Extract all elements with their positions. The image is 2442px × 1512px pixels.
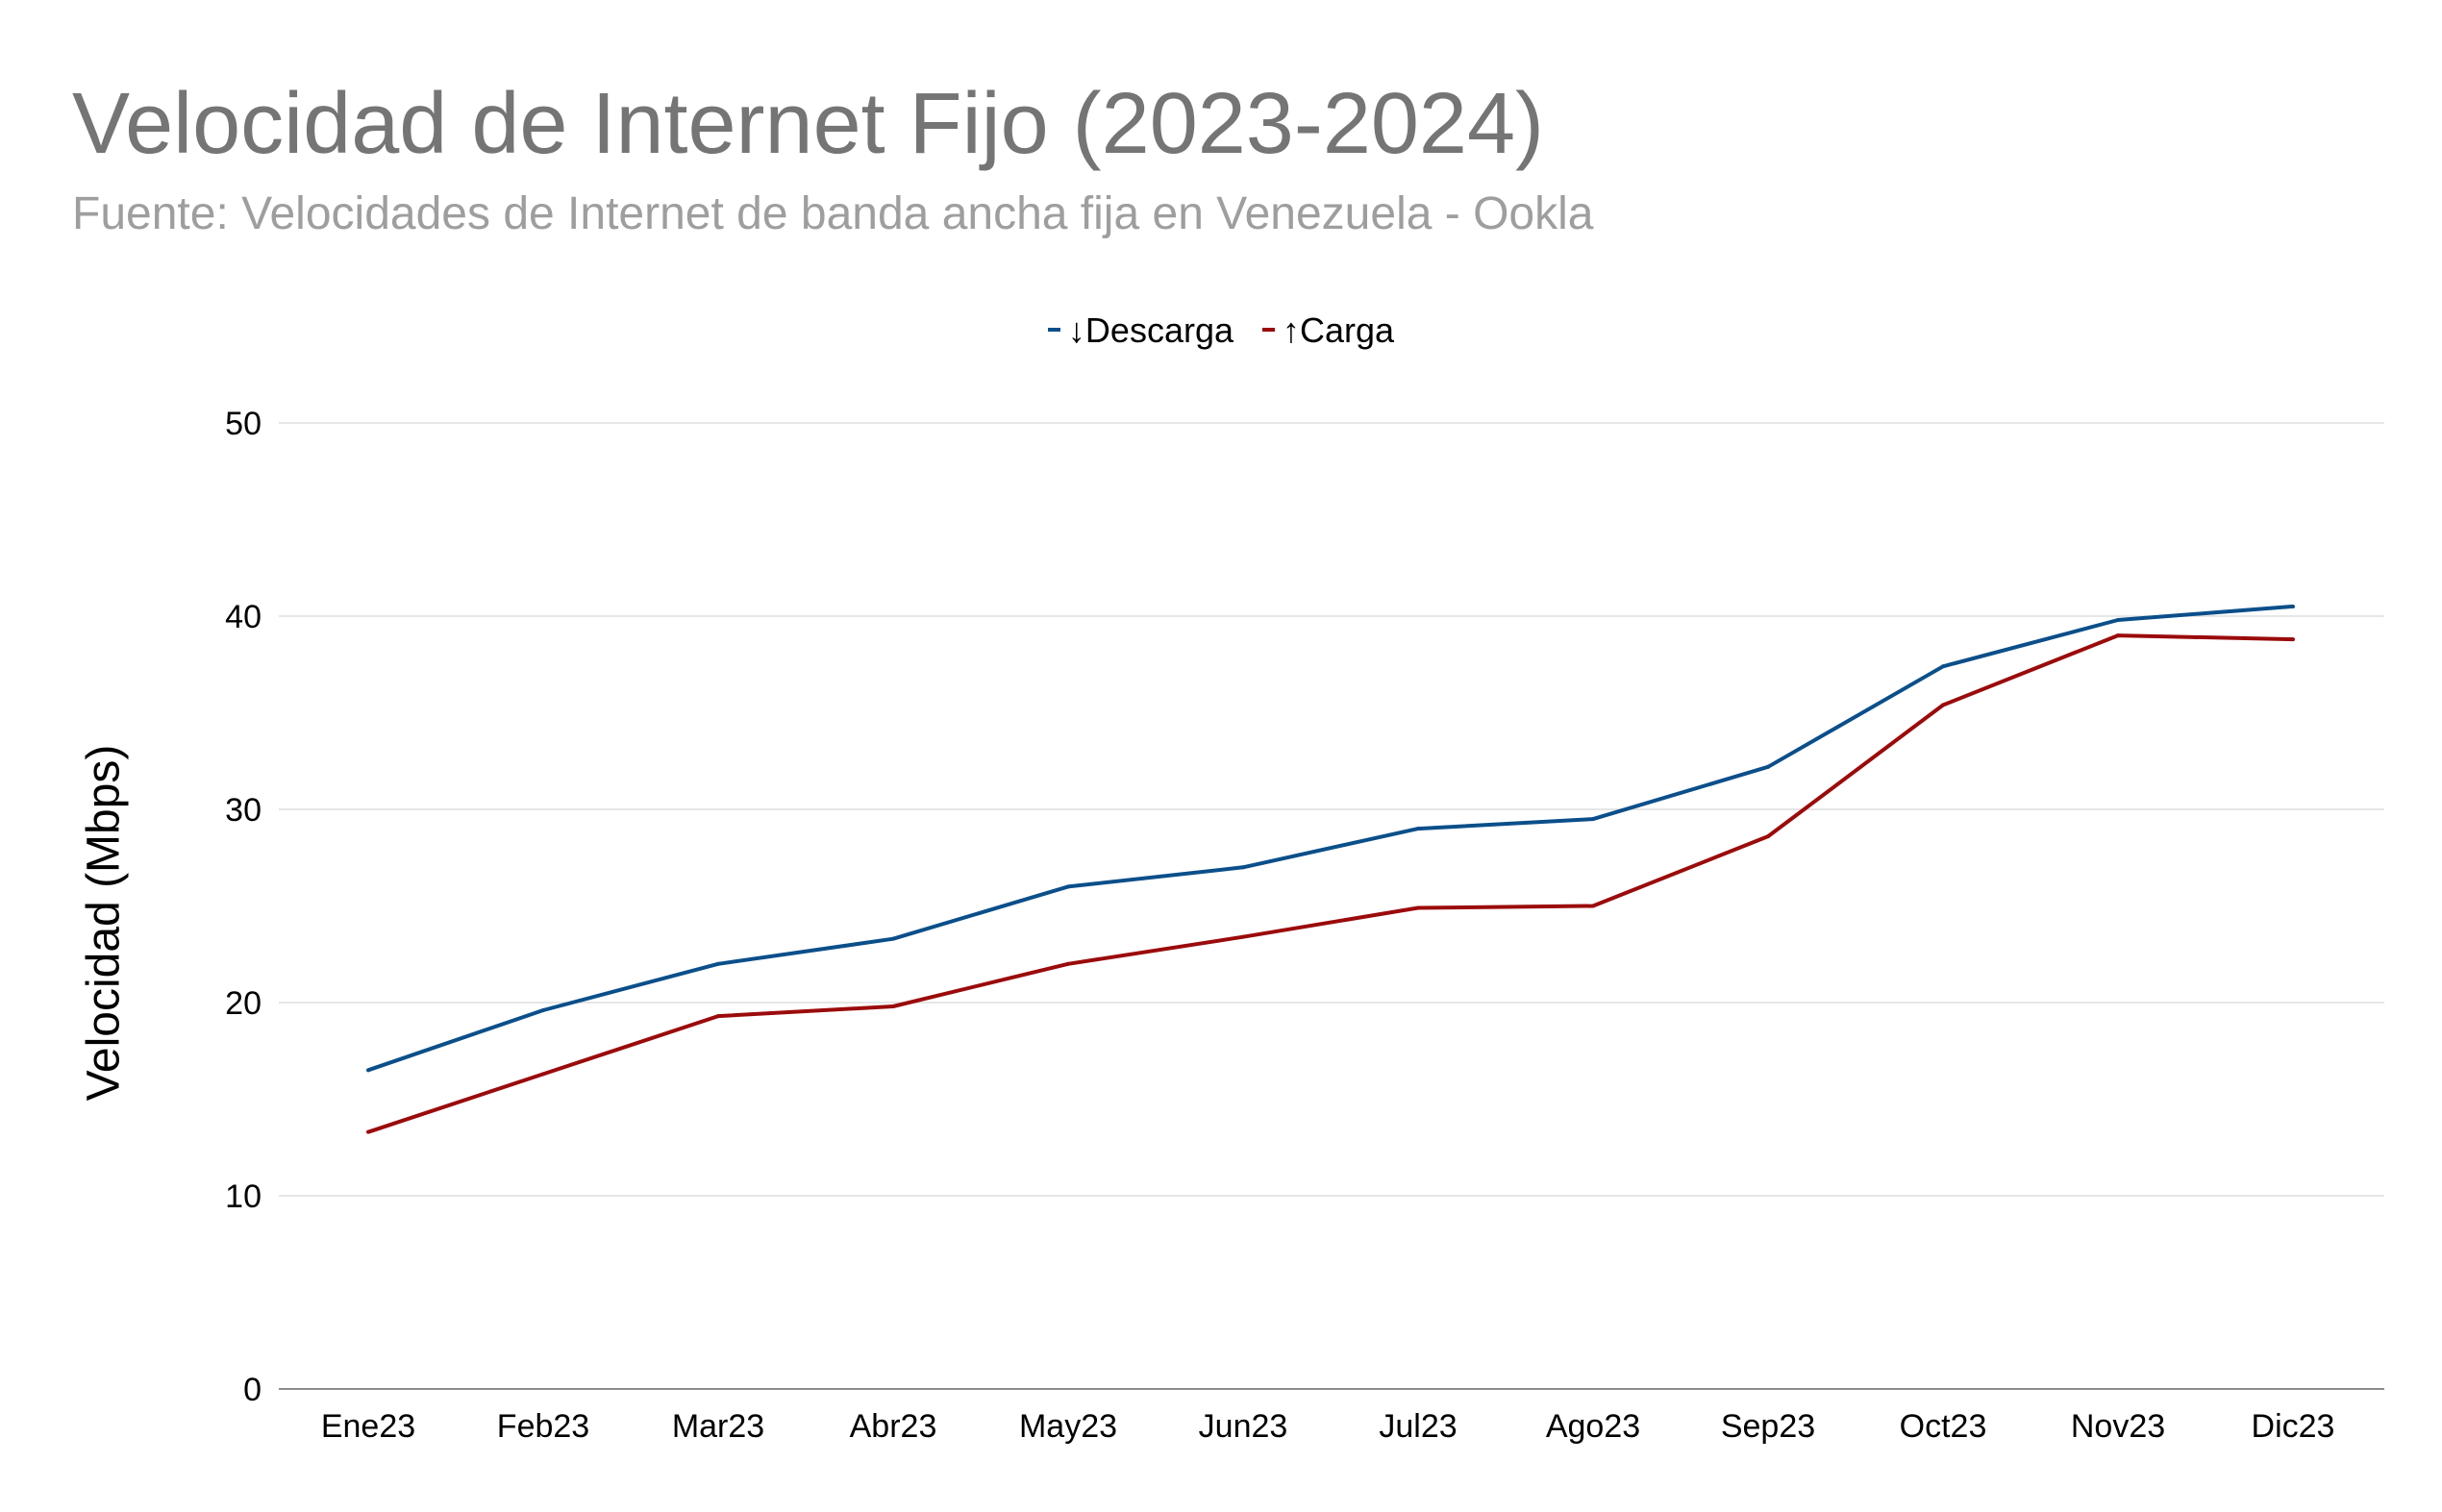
data-point (1591, 817, 1595, 822)
data-point (1066, 884, 1070, 889)
data-point (716, 961, 720, 966)
legend-swatch-descarga (1047, 328, 1060, 333)
legend-item-carga: ↑Carga (1262, 310, 1394, 351)
x-tick-label: Ago23 (1546, 1408, 1640, 1445)
x-tick-label: Feb23 (497, 1408, 589, 1445)
legend-item-descarga: ↓Descarga (1047, 310, 1233, 351)
data-point (716, 1014, 720, 1019)
data-point (1241, 934, 1245, 939)
x-tick-label: Nov23 (2071, 1408, 2165, 1445)
series-lines (366, 604, 2295, 1134)
x-tick-label: Mar23 (672, 1408, 764, 1445)
legend-label-carga: ↑Carga (1283, 310, 1395, 350)
y-tick-label: 30 (225, 792, 262, 829)
data-point (1066, 961, 1070, 966)
legend-label-descarga: ↓Descarga (1067, 310, 1233, 350)
x-tick-label: Jun23 (1199, 1408, 1288, 1445)
y-tick-label: 40 (225, 599, 262, 635)
legend: ↓Descarga ↑Carga (0, 310, 2442, 351)
series-line-descarga (367, 604, 2294, 1073)
data-point (891, 936, 895, 941)
x-tick-label: May23 (1019, 1408, 1117, 1445)
x-tick-label: Abr23 (850, 1408, 937, 1445)
data-point (2116, 618, 2120, 623)
x-tick-labels: Ene23 Feb23 Mar23 Abr23 May23 Jun23 Jul23 Ago23… (321, 1408, 2335, 1445)
x-tick-label: Oct23 (1900, 1408, 1987, 1445)
data-point (891, 1004, 895, 1009)
data-point (541, 1072, 545, 1077)
y-tick-labels: 0 10 20 30 40 50 (225, 406, 262, 1408)
data-point (541, 1008, 545, 1013)
data-point (1416, 827, 1420, 831)
data-point (2291, 604, 2295, 608)
data-point (366, 1129, 370, 1134)
chart-subtitle: Fuente: Velocidades de Internet de banda… (72, 188, 1594, 239)
y-tick-label: 0 (243, 1372, 262, 1408)
gridlines (279, 422, 2384, 1390)
y-tick-label: 10 (225, 1178, 262, 1215)
data-point (366, 1068, 370, 1073)
x-tick-label: Sep23 (1721, 1408, 1815, 1445)
x-tick-label: Ene23 (321, 1408, 415, 1445)
chart-title: Velocidad de Internet Fijo (2023-2024) (72, 76, 1545, 172)
data-point (1941, 664, 1945, 669)
x-tick-label: Dic23 (2252, 1408, 2335, 1445)
data-point (1766, 764, 1770, 769)
x-tick-label: Jul23 (1379, 1408, 1457, 1445)
data-point (1241, 865, 1245, 870)
series-line-carga (367, 633, 2294, 1134)
y-tick-label: 20 (225, 985, 262, 1022)
data-point (2116, 633, 2120, 638)
data-point (1766, 834, 1770, 839)
data-point (1941, 703, 1945, 707)
y-tick-label: 50 (225, 406, 262, 442)
data-point (1591, 904, 1595, 908)
data-point (2291, 637, 2295, 642)
legend-swatch-carga (1262, 328, 1276, 333)
data-point (1416, 905, 1420, 910)
